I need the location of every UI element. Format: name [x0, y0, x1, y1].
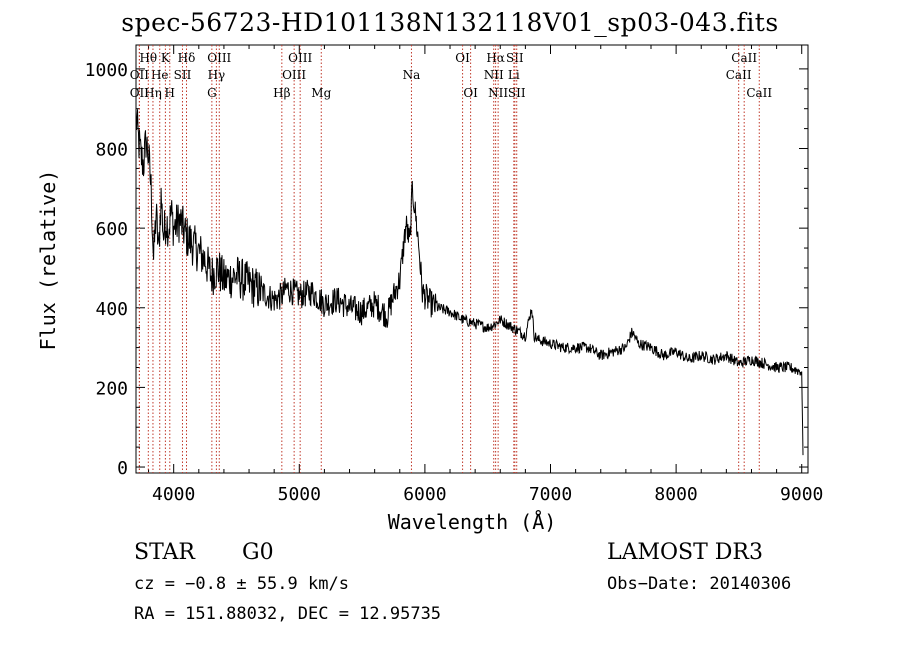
plot-frame: [135, 44, 809, 474]
x-tick-label: 7000: [529, 484, 572, 505]
line-marker-label: NII: [488, 86, 508, 100]
x-tick-label: 9000: [780, 484, 823, 505]
redshift-text: cz = −0.8 ± 55.9 km/s: [134, 574, 349, 594]
obs-date-text: Obs−Date: 20140306: [607, 574, 792, 594]
subclass-label: G0: [242, 540, 274, 565]
y-axis-label: Flux (relative): [36, 169, 60, 351]
line-marker-label: Mg: [311, 86, 331, 100]
line-marker-label: He: [151, 68, 169, 82]
chart-title: spec-56723-HD101138N132118V01_sp03-043.f…: [121, 8, 779, 37]
line-marker-label: Na: [403, 68, 421, 82]
line-marker-label: Li: [508, 68, 520, 82]
survey-label: LAMOST DR3: [607, 540, 763, 565]
line-marker-label: H: [165, 86, 175, 100]
line-marker-label: Hδ: [178, 51, 196, 65]
x-tick-label: 8000: [654, 484, 697, 505]
y-tick-label: 0: [117, 458, 128, 479]
line-marker-label: Hθ: [139, 51, 157, 65]
x-tick-label: 6000: [403, 484, 446, 505]
line-marker-label: Hγ: [208, 68, 226, 82]
x-axis-label: Wavelength (Å): [387, 510, 557, 534]
line-marker-label: Hη: [144, 86, 162, 100]
x-tick-label: 5000: [278, 484, 321, 505]
line-marker-label: Hβ: [273, 86, 290, 100]
coordinates-text: RA = 151.88032, DEC = 12.95735: [134, 604, 442, 624]
line-marker-label: OIII: [207, 51, 231, 65]
x-tick-label: 4000: [152, 484, 195, 505]
line-marker-label: Hα: [486, 51, 505, 65]
line-marker-label: OIII: [288, 51, 312, 65]
line-marker-label: G: [207, 86, 217, 100]
line-marker-label: CaII: [726, 68, 752, 82]
line-marker-label: K: [161, 51, 171, 65]
y-tick-label: 1000: [85, 60, 128, 81]
y-tick-label: 200: [95, 378, 128, 399]
line-marker-label: SII: [174, 68, 192, 82]
y-tick-label: 400: [95, 299, 128, 320]
line-marker-label: NII: [484, 68, 504, 82]
line-marker-label: OIII: [282, 68, 306, 82]
line-marker-label: OI: [455, 51, 470, 65]
spectrum-line: [135, 109, 804, 456]
y-tick-label: 600: [95, 219, 128, 240]
line-marker-label: CaII: [731, 51, 757, 65]
line-marker-label: OII: [130, 68, 150, 82]
line-marker-label: SII: [508, 86, 526, 100]
line-marker-label: OI: [463, 86, 478, 100]
y-tick-label: 800: [95, 140, 128, 161]
line-marker-label: CaII: [746, 86, 772, 100]
line-marker-label: OII: [130, 86, 150, 100]
line-marker-label: SII: [506, 51, 524, 65]
class-label: STAR: [134, 540, 195, 565]
